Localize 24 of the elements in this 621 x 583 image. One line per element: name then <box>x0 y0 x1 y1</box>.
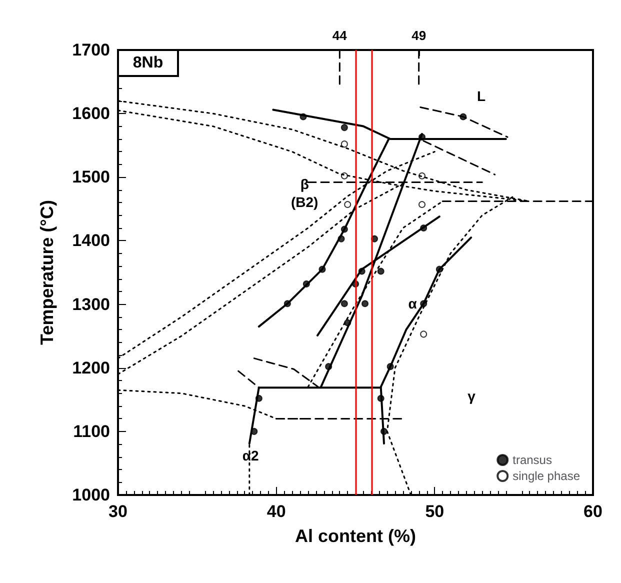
y-tick-label: 1400 <box>72 231 110 250</box>
x-axis-title: Al content (%) <box>295 526 416 546</box>
x-tick-label: 60 <box>584 502 602 521</box>
annotation: L <box>477 88 486 104</box>
y-axis-title: Temperature (°C) <box>37 200 57 345</box>
annotation: α <box>408 296 418 312</box>
y-tick-label: 1300 <box>72 294 110 314</box>
y-tick-label: 1600 <box>72 104 110 124</box>
x-tick-label: 50 <box>425 502 444 521</box>
x-tick-label: 30 <box>108 502 128 521</box>
annotation: 8Nb <box>132 54 164 72</box>
y-tick-label: 1200 <box>72 358 110 378</box>
x-tick-label: 40 <box>266 502 286 521</box>
x2-tick-label: 49 <box>412 28 426 43</box>
y-tick-label: 1700 <box>72 40 110 60</box>
legend-label: transus <box>512 453 552 467</box>
y-tick-label: 1000 <box>72 486 110 504</box>
legend-label: single phase <box>512 469 580 483</box>
x2-tick-label: 44 <box>332 28 348 43</box>
annotation: γ <box>468 388 476 404</box>
annotation: α2 <box>242 448 259 464</box>
y-tick-label: 1100 <box>73 422 110 441</box>
annotation: β (B2) <box>290 176 318 210</box>
y-tick-label: 1500 <box>72 168 110 187</box>
